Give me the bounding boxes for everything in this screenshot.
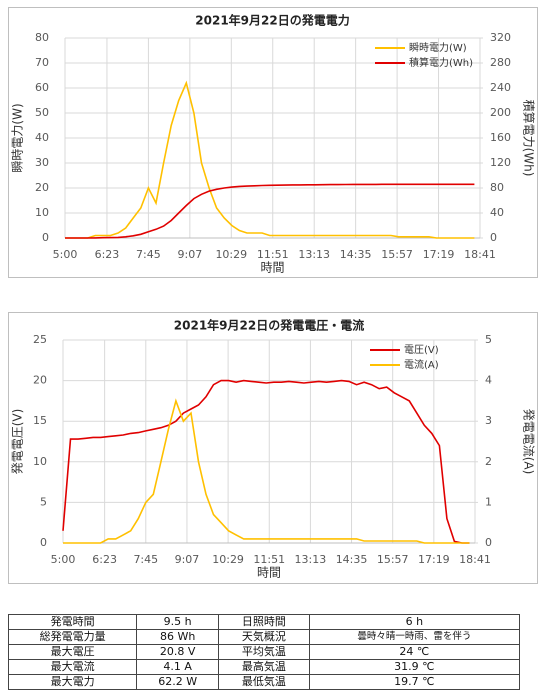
y2-tick-label: 1 xyxy=(485,495,492,508)
series-line xyxy=(65,183,475,239)
y-axis-title: 発電電圧(V) xyxy=(11,409,25,475)
y-tick-label: 25 xyxy=(33,333,47,346)
table-cell: 平均気温 xyxy=(218,644,310,660)
y-tick-label: 0 xyxy=(42,231,49,244)
table-cell: 4.1 A xyxy=(136,659,220,675)
y-tick-label: 40 xyxy=(35,131,49,144)
table-cell: 最大電圧 xyxy=(7,644,138,660)
table-cell: 発電時間 xyxy=(7,614,138,630)
x-tick-label: 7:45 xyxy=(136,248,161,261)
legend-label: 電流(A) xyxy=(404,358,439,371)
y-tick-label: 15 xyxy=(33,414,47,427)
table-row: 最大電力 62.2 W 最低気温 19.7 ℃ xyxy=(7,674,521,690)
y-tick-label: 0 xyxy=(40,536,47,549)
y2-tick-label: 5 xyxy=(485,333,492,346)
x-tick-label: 13:13 xyxy=(295,553,327,566)
table-cell: 最大電力 xyxy=(7,674,138,690)
y2-tick-label: 3 xyxy=(485,414,492,427)
x-tick-label: 10:29 xyxy=(215,248,247,261)
y-tick-label: 20 xyxy=(35,181,49,194)
y2-tick-label: 2 xyxy=(485,455,492,468)
table-cell: 天気概況 xyxy=(218,629,310,645)
x-tick-label: 13:13 xyxy=(298,248,330,261)
y-tick-label: 5 xyxy=(40,495,47,508)
legend-label: 電圧(V) xyxy=(404,344,439,356)
y-tick-label: 20 xyxy=(33,374,47,387)
y-tick-label: 80 xyxy=(35,31,49,44)
chart-title: 2021年9月22日の発電電圧・電流 xyxy=(174,318,364,333)
y2-tick-label: 160 xyxy=(490,131,511,144)
x-tick-label: 15:57 xyxy=(381,248,413,261)
table-cell: 86 Wh xyxy=(136,629,220,645)
table-cell: 31.9 ℃ xyxy=(308,659,521,675)
y-tick-label: 10 xyxy=(35,206,49,219)
table-row: 最大電圧 20.8 V 平均気温 24 ℃ xyxy=(7,644,521,660)
x-tick-label: 11:51 xyxy=(257,248,289,261)
x-tick-label: 10:29 xyxy=(212,553,244,566)
y2-axis-title: 発電電流(A) xyxy=(522,409,536,475)
x-axis-title: 時間 xyxy=(257,566,281,580)
x-tick-label: 18:41 xyxy=(464,248,496,261)
x-tick-label: 7:45 xyxy=(133,553,158,566)
x-tick-label: 9:07 xyxy=(178,248,203,261)
x-tick-label: 15:57 xyxy=(377,553,409,566)
table-row: 最大電流 4.1 A 最高気温 31.9 ℃ xyxy=(7,659,521,675)
legend-label: 積算電力(Wh) xyxy=(409,56,473,69)
x-tick-label: 14:35 xyxy=(340,248,372,261)
x-tick-label: 6:23 xyxy=(92,553,117,566)
y2-tick-label: 280 xyxy=(490,56,511,69)
y2-tick-label: 4 xyxy=(485,374,492,387)
x-tick-label: 5:00 xyxy=(51,553,76,566)
y2-tick-label: 120 xyxy=(490,156,511,169)
series-line xyxy=(62,379,470,544)
chart: 2021年9月22日の発電電力 0 10 20 30 40 50 60 70 80 0 40 80 120… xyxy=(8,7,538,278)
legend-label: 瞬時電力(W) xyxy=(409,41,467,54)
table-cell: 19.7 ℃ xyxy=(308,674,521,690)
table-cell: 20.8 V xyxy=(136,644,220,660)
y2-tick-label: 0 xyxy=(485,536,492,549)
y2-tick-label: 320 xyxy=(490,31,511,44)
table-cell: 62.2 W xyxy=(136,674,220,690)
x-tick-label: 5:00 xyxy=(53,248,78,261)
table-cell: 最大電流 xyxy=(7,659,138,675)
table-row: 総発電電力量 86 Wh 天気概況 曇時々晴一時雨、雷を伴う xyxy=(7,629,521,645)
y2-axis-title: 積算電力(Wh) xyxy=(522,100,537,177)
x-tick-label: 17:19 xyxy=(418,553,450,566)
series-line xyxy=(63,398,470,544)
x-tick-label: 14:35 xyxy=(336,553,368,566)
y-tick-label: 70 xyxy=(35,56,49,69)
table-cell: 日照時間 xyxy=(218,614,310,630)
y2-tick-label: 0 xyxy=(490,231,497,244)
y-tick-label: 30 xyxy=(35,156,49,169)
table-cell: 最低気温 xyxy=(218,674,310,690)
y-tick-label: 60 xyxy=(35,81,49,94)
summary-table: 発電時間 9.5 h 日照時間 6 h 総発電電力量 86 Wh 天気概況 曇時々晴一時雨、雷… xyxy=(7,614,521,690)
y-tick-label: 50 xyxy=(35,106,49,119)
x-tick-label: 17:19 xyxy=(423,248,455,261)
chart: 2021年9月22日の発電電圧・電流 0 5 10 15 20 25 0 1 2 3 4 5 5:00 6:… xyxy=(8,312,538,584)
x-tick-label: 11:51 xyxy=(253,553,285,566)
y2-tick-label: 80 xyxy=(490,181,504,194)
x-tick-label: 9:07 xyxy=(175,553,200,566)
x-axis-title: 時間 xyxy=(260,261,284,275)
y-axis-title: 瞬時電力(W) xyxy=(11,103,25,172)
y-tick-label: 10 xyxy=(33,455,47,468)
y2-tick-label: 240 xyxy=(490,81,511,94)
table-cell: 曇時々晴一時雨、雷を伴う xyxy=(308,629,521,645)
table-cell: 総発電電力量 xyxy=(7,629,138,645)
table-cell: 24 ℃ xyxy=(308,644,521,660)
x-tick-label: 18:41 xyxy=(459,553,491,566)
table-cell: 9.5 h xyxy=(136,614,220,630)
table-cell: 6 h xyxy=(308,614,521,630)
y2-tick-label: 200 xyxy=(490,106,511,119)
table-row: 発電時間 9.5 h 日照時間 6 h xyxy=(7,614,521,630)
y2-tick-label: 40 xyxy=(490,206,504,219)
x-tick-label: 6:23 xyxy=(95,248,120,261)
series-line xyxy=(65,80,475,239)
chart-title: 2021年9月22日の発電電力 xyxy=(195,13,349,28)
table-cell: 最高気温 xyxy=(218,659,310,675)
